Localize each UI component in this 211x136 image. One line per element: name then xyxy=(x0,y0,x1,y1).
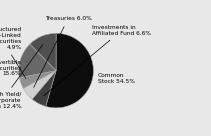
Wedge shape xyxy=(19,44,56,78)
Text: High Yield/
Corporate
Bonds 12.4%: High Yield/ Corporate Bonds 12.4% xyxy=(0,45,43,109)
Text: Treasuries 6.0%: Treasuries 6.0% xyxy=(34,16,91,87)
Text: Common
Stock 54.5%: Common Stock 54.5% xyxy=(89,73,135,84)
Wedge shape xyxy=(23,71,56,99)
Wedge shape xyxy=(19,71,56,88)
Text: Structured
Equity-Linked
Securities
4.9%: Structured Equity-Linked Securities 4.9% xyxy=(0,27,26,78)
Wedge shape xyxy=(46,33,93,108)
Text: Investments in
Affiliated Fund 6.6%: Investments in Affiliated Fund 6.6% xyxy=(44,25,151,96)
Text: Convertible
Securities
15.6%: Convertible Securities 15.6% xyxy=(0,60,27,76)
Wedge shape xyxy=(30,33,56,71)
Wedge shape xyxy=(32,71,56,106)
